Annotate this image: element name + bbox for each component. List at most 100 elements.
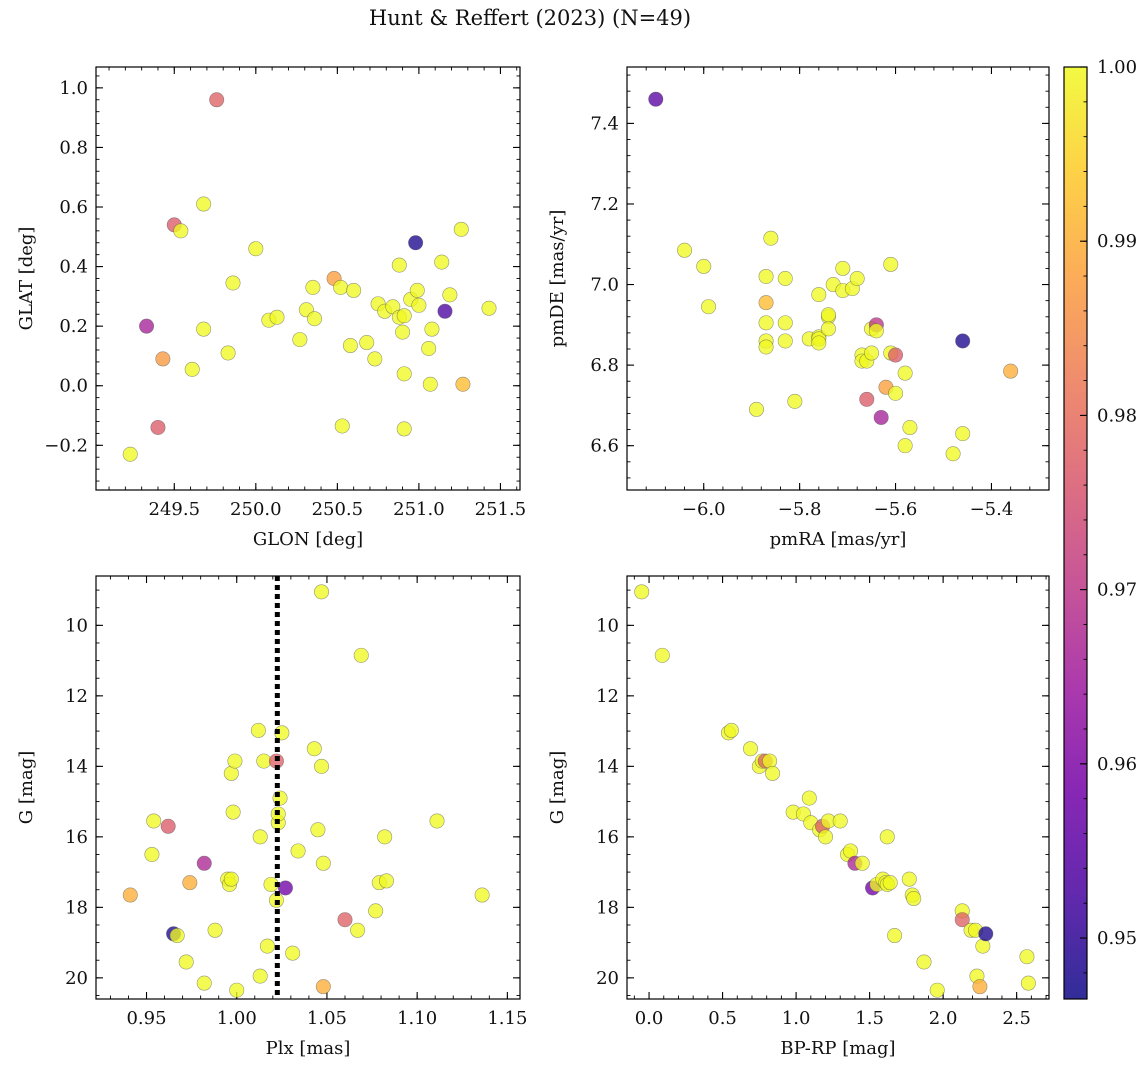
scatter-point xyxy=(220,345,236,361)
scatter-point xyxy=(252,829,268,845)
scatter-point xyxy=(422,376,438,392)
y-tick-label: 16 xyxy=(65,827,88,848)
scatter-point xyxy=(434,254,450,270)
x-tick-label: 250.0 xyxy=(230,499,282,520)
scatter-point xyxy=(777,270,793,286)
x-tick-label: 1.0 xyxy=(782,1008,811,1029)
scatter-point xyxy=(859,391,875,407)
x-tick-label: 2.0 xyxy=(929,1008,958,1029)
colorbar-fill xyxy=(1064,67,1087,999)
y-tick-label: 0.2 xyxy=(59,316,88,337)
y-tick-label: 20 xyxy=(65,968,88,989)
scatter-point xyxy=(758,268,774,284)
x-tick-label: 1.10 xyxy=(397,1008,437,1029)
scatter-point xyxy=(453,221,469,237)
x-tick-label: −5.4 xyxy=(970,499,1014,520)
scatter-point xyxy=(292,332,308,348)
scatter-point xyxy=(873,409,889,425)
colorbar-tick-label: 1.00 xyxy=(1097,57,1137,78)
scatter-points xyxy=(122,584,490,998)
colorbar-tick-label: 0.97 xyxy=(1097,580,1137,601)
scatter-point xyxy=(762,753,778,769)
scatter-point xyxy=(314,584,330,600)
scatter-point xyxy=(196,975,212,991)
scatter-point xyxy=(818,829,834,845)
scatter-point xyxy=(654,647,670,663)
scatter-point xyxy=(955,426,971,442)
scatter-point xyxy=(333,279,349,295)
scatter-point xyxy=(701,299,717,315)
scatter-point xyxy=(411,297,427,313)
scatter-point xyxy=(455,376,471,392)
subplot-sky: 249.5 250.0 250.5 251.0 251.5 −0.2 0.0 0.2 0.4 0.… xyxy=(16,66,526,550)
scatter-point xyxy=(954,912,970,928)
y-tick-label: 10 xyxy=(596,615,619,636)
scatter-point xyxy=(408,235,424,251)
y-tick-label: 0.0 xyxy=(59,376,88,397)
scatter-point xyxy=(259,938,275,954)
x-axis-label: BP-RP [mag] xyxy=(780,1038,895,1059)
colorbar-tick-label: 0.99 xyxy=(1097,231,1137,252)
scatter-point xyxy=(150,419,166,435)
scatter-point xyxy=(1019,949,1035,965)
scatter-point xyxy=(196,196,212,212)
axes-frame xyxy=(95,66,521,491)
scatter-point xyxy=(182,875,198,891)
y-tick-label: 10 xyxy=(65,615,88,636)
x-tick-label: −5.8 xyxy=(778,499,822,520)
scatter-point xyxy=(250,722,266,738)
scatter-point xyxy=(227,753,243,769)
scatter-point xyxy=(315,979,331,995)
scatter-point xyxy=(888,385,904,401)
x-tick-label: 1.00 xyxy=(217,1008,257,1029)
axes-frame xyxy=(626,575,1050,1000)
colorbar-tick-label: 0.95 xyxy=(1097,928,1137,949)
y-axis-label: GLAT [deg] xyxy=(16,227,37,331)
x-tick-label: 1.05 xyxy=(307,1008,347,1029)
subplot-grid: 249.5 250.0 250.5 251.0 251.5 −0.2 0.0 0.2 0.4 0.… xyxy=(16,66,1050,1059)
scatter-point xyxy=(209,92,225,108)
scatter-point xyxy=(378,873,394,889)
x-tick-label: 1.15 xyxy=(487,1008,527,1029)
y-tick-label: 0.4 xyxy=(59,257,88,278)
scatter-point xyxy=(811,287,827,303)
scatter-point xyxy=(173,223,189,239)
scatter-point xyxy=(359,335,375,351)
y-tick-label: 0.8 xyxy=(59,137,88,158)
subplot-plx: 0.95 1.00 1.05 1.10 1.15 10 12 14 16 18 20 Plx [mas… xyxy=(16,575,527,1059)
scatter-point xyxy=(763,230,779,246)
figure-title: Hunt & Reffert (2023) (N=49) xyxy=(368,6,692,30)
colorbar-tick-label: 0.98 xyxy=(1097,405,1137,426)
scatter-point xyxy=(368,903,384,919)
x-axis-label: pmRA [mas/yr] xyxy=(770,529,907,550)
colorbar-tick-label: 0.96 xyxy=(1097,754,1137,775)
scatter-point xyxy=(305,279,321,295)
scatter-point xyxy=(883,256,899,272)
scatter-point xyxy=(832,813,848,829)
scatter-point xyxy=(442,287,458,303)
scatter-point xyxy=(854,855,870,871)
y-tick-label: 12 xyxy=(65,686,88,707)
scatter-point xyxy=(648,91,664,107)
y-axis-label: G [mag] xyxy=(547,751,568,824)
scatter-point xyxy=(888,347,904,363)
scatter-point xyxy=(155,351,171,367)
scatter-point xyxy=(916,954,932,970)
y-tick-label: 7.4 xyxy=(590,113,619,134)
scatter-point xyxy=(184,361,200,377)
scatter-point xyxy=(897,438,913,454)
y-axis-label: pmDE [mas/yr] xyxy=(547,210,568,348)
scatter-point xyxy=(879,829,895,845)
scatter-point xyxy=(314,758,330,774)
scatter-point xyxy=(229,982,245,998)
scatter-point xyxy=(820,321,836,337)
scatter-point xyxy=(122,446,138,462)
scatter-point xyxy=(334,418,350,434)
scatter-point xyxy=(196,855,212,871)
scatter-point xyxy=(787,393,803,409)
scatter-point xyxy=(758,315,774,331)
scatter-point xyxy=(342,338,358,354)
y-tick-label: 12 xyxy=(596,686,619,707)
scatter-points xyxy=(122,92,497,462)
